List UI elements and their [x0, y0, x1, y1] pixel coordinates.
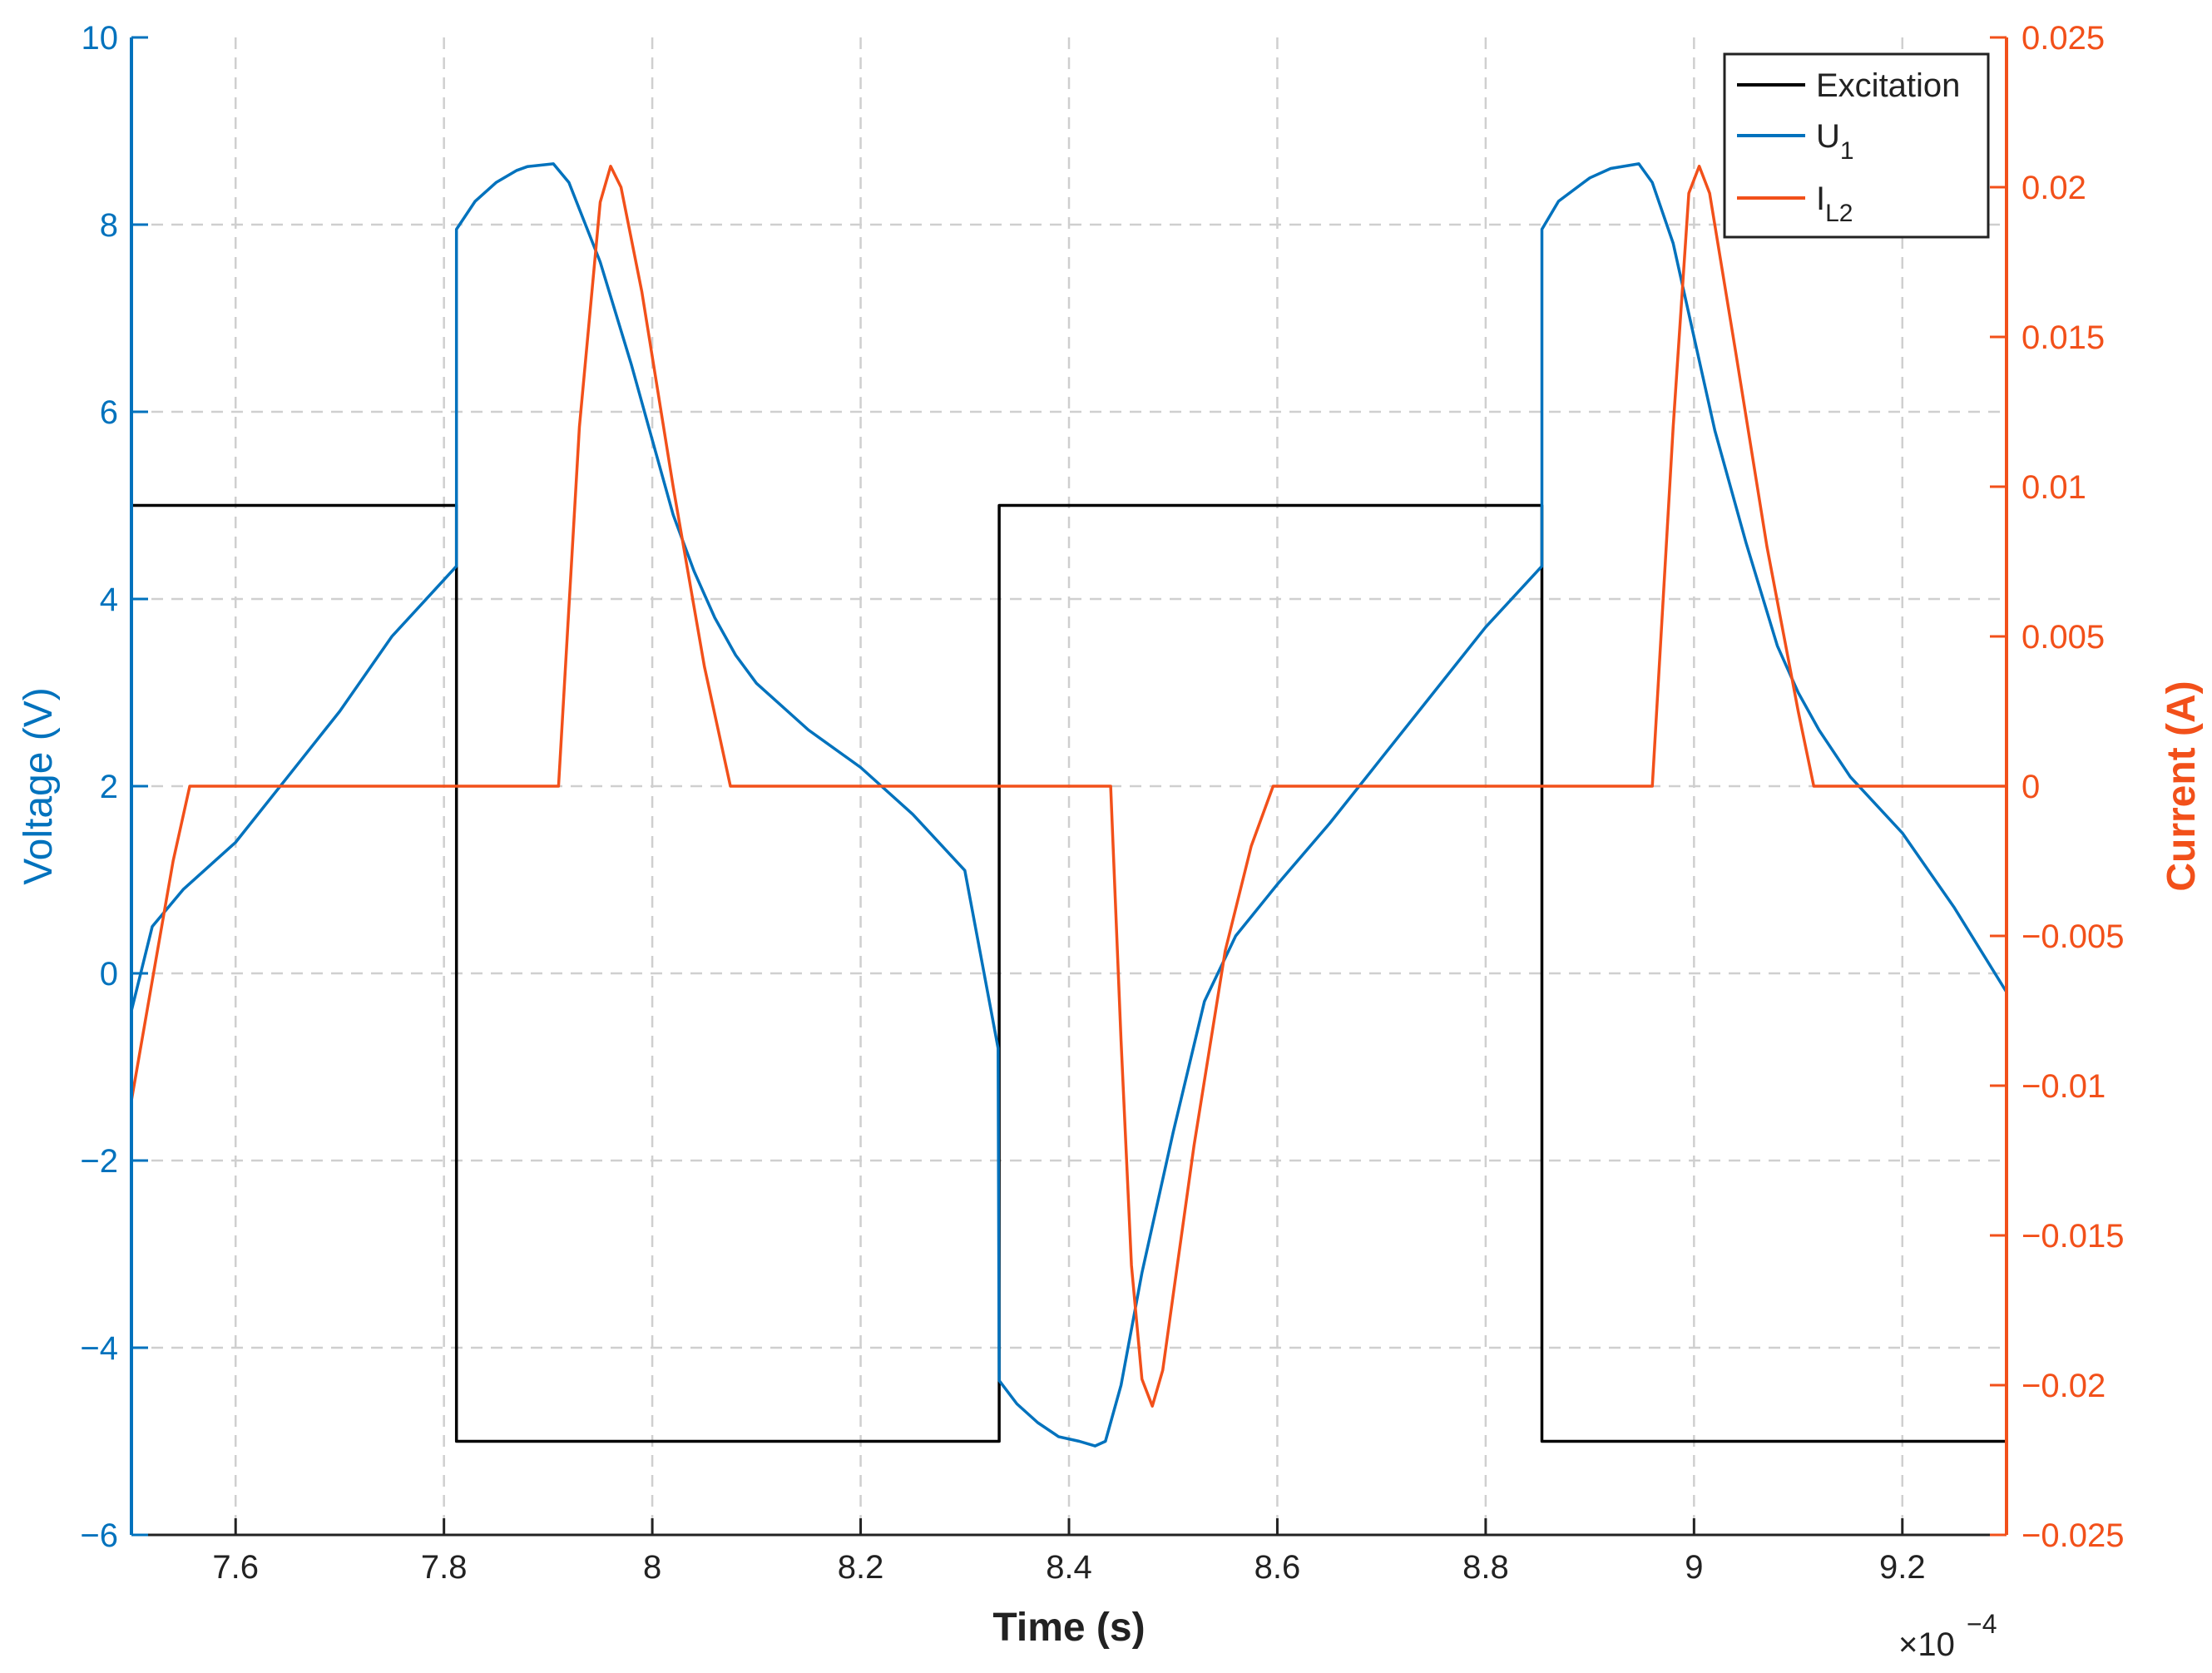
y-right-axis-label: Current (A) [2160, 681, 2204, 891]
x-tick-label: 7.8 [421, 1549, 468, 1586]
x-tick-label: 8.6 [1254, 1549, 1301, 1586]
series-il2-line [130, 165, 2008, 1408]
y-left-tick-label: −6 [80, 1517, 118, 1554]
y-right-tick-label: 0.015 [2021, 319, 2105, 356]
y-left-tick-label: 4 [100, 582, 118, 618]
legend-label-u1: U1 [1816, 118, 1854, 165]
legend-label-excitation: Excitation [1816, 67, 1960, 104]
y-right-tick-label: −0.01 [2021, 1068, 2106, 1105]
x-tick-label: 9 [1685, 1549, 1703, 1586]
x-axis-exponent-base: ×10 [1898, 1626, 1955, 1663]
legend-label-u1-main: U [1816, 118, 1840, 155]
y-left-tick-label: −4 [80, 1330, 118, 1367]
y-right-tick-label: −0.005 [2021, 918, 2124, 955]
y-left-tick-label: 0 [100, 956, 118, 992]
legend: Excitation U1 IL2 [1723, 52, 1990, 239]
y-right-tick-label: 0.02 [2021, 170, 2086, 206]
legend-label-u1-sub: 1 [1840, 137, 1854, 165]
y-left-axis-label: Voltage (V) [17, 687, 61, 884]
x-tick-label: 8 [643, 1549, 661, 1586]
y-right-tick-label: 0.025 [2021, 20, 2105, 57]
y-left-tick-label: −2 [80, 1143, 118, 1180]
y-left-tick-label: 6 [100, 394, 118, 431]
series-layer [130, 162, 2008, 1448]
x-tick-label: 8.8 [1462, 1549, 1509, 1586]
x-tick-label: 8.2 [838, 1549, 884, 1586]
y-right-tick-label: 0.01 [2021, 469, 2086, 506]
y-right-tick-label: 0 [2021, 769, 2040, 805]
x-axis-exponent-power: −4 [1967, 1609, 1997, 1639]
series-u1-line [130, 162, 2008, 1448]
x-axis-label: Time (s) [992, 1606, 1145, 1650]
legend-label-il2-sub: L2 [1825, 200, 1853, 227]
y-right-tick-label: 0.005 [2021, 619, 2105, 656]
x-tick-label: 9.2 [1879, 1549, 1926, 1586]
legend-label-il2-main: I [1816, 181, 1825, 217]
ticks: 7.6 7.8 8 8.2 8.4 8.6 8.8 9 9.2−6−4−20246810−0.0… [80, 20, 2124, 1586]
y-left-tick-label: 10 [82, 20, 119, 57]
y-right-tick-label: −0.015 [2021, 1218, 2124, 1255]
y-left-tick-label: 2 [100, 769, 118, 805]
x-tick-label: 7.6 [212, 1549, 259, 1586]
legend-label-il2: IL2 [1816, 181, 1853, 227]
x-tick-label: 8.4 [1046, 1549, 1092, 1586]
y-left-tick-label: 8 [100, 207, 118, 244]
y-right-tick-label: −0.025 [2021, 1517, 2124, 1554]
y-right-tick-label: −0.02 [2021, 1368, 2106, 1404]
series-excitation-line [130, 503, 2008, 1443]
